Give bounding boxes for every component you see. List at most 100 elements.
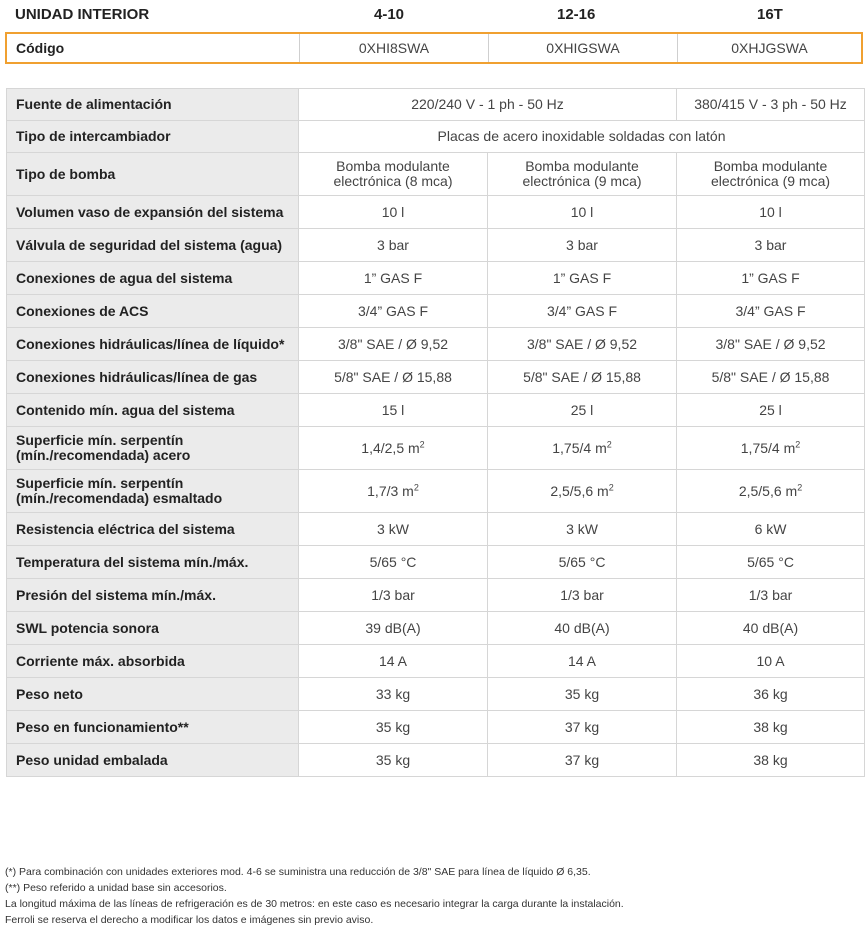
spec-value: 5/8" SAE / Ø 15,88 bbox=[676, 360, 866, 394]
spec-label: Peso unidad embalada bbox=[6, 743, 299, 777]
spec-value: 3 kW bbox=[298, 512, 488, 546]
spec-value: 35 kg bbox=[486, 677, 678, 711]
spec-value: 40 dB(A) bbox=[486, 611, 678, 645]
spec-label-line: Superficie mín. serpentín bbox=[16, 432, 184, 448]
spec-table: Fuente de alimentación 220/240 V - 1 ph -… bbox=[6, 88, 866, 777]
spec-value: 5/65 °C bbox=[298, 545, 488, 579]
spec-value: 14 A bbox=[486, 644, 678, 678]
spec-value-line: Bomba modulante bbox=[525, 158, 639, 174]
table-row: Tipo de bomba Bomba modulante electrónica … bbox=[6, 152, 866, 196]
unit-superscript: 2 bbox=[413, 481, 419, 492]
spec-value-text: 2,5/5,6 m bbox=[550, 482, 609, 499]
spec-value: 2,5/5,6 m2 bbox=[676, 469, 866, 513]
spec-value-line: electrónica (9 mca) bbox=[710, 173, 831, 189]
footnote-line: (**) Peso referido a unidad base sin acc… bbox=[5, 882, 227, 894]
spec-value-text: 1,75/4 m bbox=[740, 439, 796, 456]
spec-label: Presión del sistema mín./máx. bbox=[6, 578, 299, 612]
spec-value-text: 1,75/4 m bbox=[552, 439, 607, 456]
spec-label: Contenido mín. agua del sistema bbox=[6, 393, 299, 427]
spec-label: Conexiones hidráulicas/línea de gas bbox=[6, 360, 299, 394]
spec-value: 1,75/4 m2 bbox=[486, 426, 678, 470]
spec-value-text: 2,5/5,6 m bbox=[738, 482, 798, 499]
spec-value: 380/415 V - 3 ph - 50 Hz bbox=[676, 88, 866, 121]
spec-value: 10 l bbox=[486, 195, 678, 229]
spec-label: Válvula de seguridad del sistema (agua) bbox=[6, 228, 299, 262]
spec-value-text: 1,7/3 m bbox=[367, 482, 414, 499]
table-row: Temperatura del sistema mín./máx. 5/65 °C… bbox=[6, 545, 866, 579]
spec-label: Conexiones de agua del sistema bbox=[6, 261, 299, 295]
code-value: 0XHI8SWA bbox=[299, 34, 488, 62]
spec-label: Superficie mín. serpentín (mín./recomenda… bbox=[6, 426, 299, 470]
spec-value: 220/240 V - 1 ph - 50 Hz bbox=[297, 88, 678, 121]
table-row: Volumen vaso de expansión del sistema 10 … bbox=[6, 195, 866, 229]
spec-label: Conexiones de ACS bbox=[6, 294, 299, 328]
table-row: Resistencia eléctrica del sistema 3 kW 3 k… bbox=[6, 512, 866, 546]
spec-value: 1,7/3 m2 bbox=[298, 469, 488, 513]
spec-value-line: electrónica (9 mca) bbox=[522, 173, 642, 189]
spec-value: 3 kW bbox=[486, 512, 678, 546]
spec-value: Bomba modulante electrónica (9 mca) bbox=[486, 152, 678, 196]
spec-value: 1” GAS F bbox=[486, 261, 678, 295]
spec-value: 35 kg bbox=[298, 710, 488, 744]
table-row: Conexiones hidráulicas/línea de gas 5/8" … bbox=[6, 360, 866, 394]
spec-value: 1/3 bar bbox=[676, 578, 866, 612]
table-row: Conexiones de agua del sistema 1” GAS F 1”… bbox=[6, 261, 866, 295]
table-row: SWL potencia sonora 39 dB(A) 40 dB(A) 40 dB… bbox=[6, 611, 866, 645]
table-header: UNIDAD INTERIOR 4-10 12-16 16T bbox=[0, 0, 867, 32]
footnote-line: Ferroli se reserva el derecho a modifica… bbox=[5, 914, 374, 926]
spec-label: Conexiones hidráulicas/línea de líquido* bbox=[6, 327, 299, 361]
spec-value: 5/65 °C bbox=[486, 545, 678, 579]
unit-superscript: 2 bbox=[795, 438, 801, 449]
spec-value: 1” GAS F bbox=[298, 261, 488, 295]
footnotes: (*) Para combinación con unidades exteri… bbox=[5, 864, 624, 928]
spec-label: SWL potencia sonora bbox=[6, 611, 299, 645]
table-row: Peso unidad embalada 35 kg 37 kg 38 kg bbox=[6, 743, 866, 777]
spec-value-text: 1,4/2,5 m bbox=[361, 439, 420, 456]
unit-superscript: 2 bbox=[419, 438, 425, 449]
spec-value-line: electrónica (8 mca) bbox=[333, 173, 453, 189]
spec-value: 39 dB(A) bbox=[298, 611, 488, 645]
header-model-12-16: 12-16 bbox=[557, 6, 596, 23]
spec-value: Placas de acero inoxidable soldadas con … bbox=[297, 120, 866, 153]
spec-value: 1/3 bar bbox=[486, 578, 678, 612]
spec-value: 33 kg bbox=[298, 677, 488, 711]
spec-value: 3 bar bbox=[676, 228, 866, 262]
spec-value: 35 kg bbox=[298, 743, 488, 777]
spec-value: 3/4” GAS F bbox=[676, 294, 866, 328]
spec-label: Volumen vaso de expansión del sistema bbox=[6, 195, 299, 229]
spec-value: 3 bar bbox=[298, 228, 488, 262]
spec-value: 3/4” GAS F bbox=[486, 294, 678, 328]
spec-value: 1” GAS F bbox=[676, 261, 866, 295]
code-label: Código bbox=[16, 40, 65, 56]
unit-superscript: 2 bbox=[608, 481, 614, 492]
spec-value: Bomba modulante electrónica (9 mca) bbox=[676, 152, 866, 196]
spec-value: 3/8" SAE / Ø 9,52 bbox=[486, 327, 678, 361]
spec-value: 1,75/4 m2 bbox=[676, 426, 866, 470]
spec-value: 2,5/5,6 m2 bbox=[486, 469, 678, 513]
spec-label: Temperatura del sistema mín./máx. bbox=[6, 545, 299, 579]
spec-label-line: (mín./recomendada) acero bbox=[16, 447, 191, 463]
spec-value: 10 l bbox=[298, 195, 488, 229]
spec-value: 5/65 °C bbox=[676, 545, 866, 579]
footnote-line: (*) Para combinación con unidades exteri… bbox=[5, 866, 591, 878]
spec-label: Tipo de intercambiador bbox=[6, 120, 299, 153]
spec-value: 5/8" SAE / Ø 15,88 bbox=[298, 360, 488, 394]
spec-value: 1,4/2,5 m2 bbox=[298, 426, 488, 470]
table-row: Corriente máx. absorbida 14 A 14 A 10 A bbox=[6, 644, 866, 678]
spec-label: Corriente máx. absorbida bbox=[6, 644, 299, 678]
code-value: 0XHIGSWA bbox=[488, 34, 677, 62]
spec-label: Fuente de alimentación bbox=[6, 88, 299, 121]
header-unit-label: UNIDAD INTERIOR bbox=[15, 6, 150, 23]
code-value: 0XHJGSWA bbox=[677, 34, 861, 62]
spec-value-line: Bomba modulante bbox=[336, 158, 450, 174]
spec-value: 15 l bbox=[298, 393, 488, 427]
table-row: Conexiones hidráulicas/línea de líquido*… bbox=[6, 327, 866, 361]
spec-value: 36 kg bbox=[676, 677, 866, 711]
spec-value: 10 A bbox=[676, 644, 866, 678]
spec-value-line: Bomba modulante bbox=[713, 158, 828, 174]
table-row: Peso neto 33 kg 35 kg 36 kg bbox=[6, 677, 866, 711]
table-row: Superficie mín. serpentín (mín./recomenda… bbox=[6, 469, 866, 513]
spec-value: Bomba modulante electrónica (8 mca) bbox=[298, 152, 488, 196]
spec-label-line: Superficie mín. serpentín bbox=[16, 475, 184, 491]
